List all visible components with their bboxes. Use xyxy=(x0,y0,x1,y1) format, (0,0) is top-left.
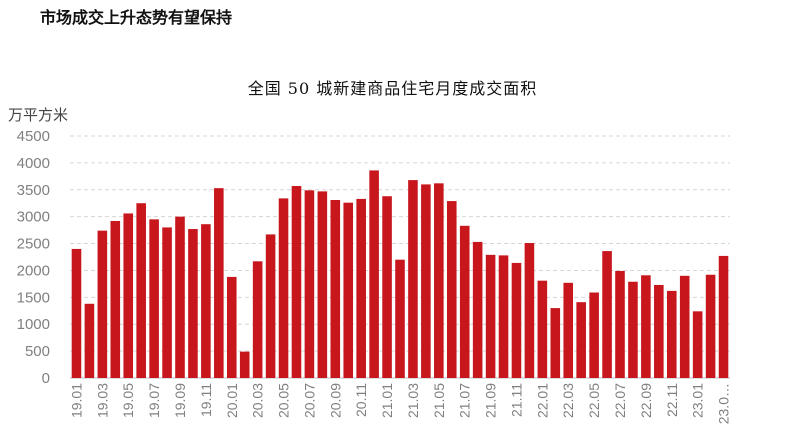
bar xyxy=(330,199,341,378)
bar xyxy=(343,202,354,378)
y-tick-label: 2500 xyxy=(17,236,50,253)
bar xyxy=(239,351,250,378)
x-tick-label: 22.05 xyxy=(586,383,602,418)
x-tick-label: 21.11 xyxy=(508,383,524,417)
bar xyxy=(692,311,703,378)
x-tick-label: 20.07 xyxy=(301,383,317,418)
x-tick-label: 22.01 xyxy=(534,383,550,418)
x-axis-ticks: 19.01 19.03 19.05 19.07 19.09 19.11 20.01 20.03… xyxy=(68,383,731,424)
bar xyxy=(679,275,690,378)
y-tick-label: 0 xyxy=(42,370,50,387)
bar xyxy=(434,183,444,378)
x-tick-label: 20.01 xyxy=(224,383,240,418)
x-tick-label: 19.07 xyxy=(146,383,162,418)
y-tick-label: 4000 xyxy=(17,155,50,172)
x-tick-label: 21.01 xyxy=(379,383,395,418)
bar xyxy=(149,219,159,378)
y-axis-ticks: 0 500 1000 1500 2000 2500 3000 3500 4000 4500 xyxy=(17,128,50,387)
x-tick-label: 21.03 xyxy=(405,383,421,418)
bar xyxy=(408,180,418,378)
y-tick-label: 1000 xyxy=(17,316,50,333)
bar xyxy=(123,213,134,378)
bar xyxy=(188,229,198,378)
x-tick-label: 19.09 xyxy=(172,383,188,418)
bar xyxy=(136,203,146,378)
bar xyxy=(641,275,651,378)
bar xyxy=(265,234,276,378)
bar xyxy=(162,227,172,378)
x-tick-label: 23.0… xyxy=(716,383,732,424)
x-tick-label: 20.03 xyxy=(250,383,266,418)
bars xyxy=(71,170,729,378)
bar xyxy=(718,255,729,378)
bar xyxy=(84,303,95,378)
bar xyxy=(356,198,366,378)
bar xyxy=(524,243,535,378)
bar xyxy=(589,292,599,378)
bar xyxy=(382,196,392,378)
bar xyxy=(576,302,586,378)
bar xyxy=(563,282,574,378)
x-tick-label: 23.01 xyxy=(690,383,706,418)
bar xyxy=(459,225,470,378)
y-tick-label: 500 xyxy=(25,343,50,360)
y-tick-label: 3500 xyxy=(17,182,50,199)
bar xyxy=(395,259,405,378)
bar xyxy=(705,274,716,378)
x-tick-label: 20.09 xyxy=(327,383,343,418)
x-tick-label: 19.05 xyxy=(120,383,136,418)
chart-title: 全国 50 城新建商品住宅月度成交面积 xyxy=(247,79,538,98)
bar xyxy=(615,270,625,378)
bar xyxy=(511,262,522,378)
bar xyxy=(654,284,664,378)
x-tick-label: 22.09 xyxy=(638,383,654,418)
x-tick-label: 22.11 xyxy=(664,383,680,417)
x-tick-label: 20.05 xyxy=(276,383,292,418)
bar xyxy=(71,248,82,378)
bar xyxy=(421,184,431,378)
bar xyxy=(446,201,457,378)
bar xyxy=(278,198,289,378)
bar xyxy=(317,191,328,378)
x-tick-label: 19.11 xyxy=(198,383,214,417)
bar xyxy=(472,241,483,378)
x-tick-label: 21.05 xyxy=(431,383,447,418)
x-tick-label: 19.01 xyxy=(68,383,84,418)
bar xyxy=(214,188,224,378)
y-tick-label: 3000 xyxy=(17,209,50,226)
y-tick-label: 1500 xyxy=(17,289,50,306)
x-tick-label: 22.07 xyxy=(612,383,628,418)
bar xyxy=(291,186,302,378)
page-heading: 市场成交上升态势有望保持 xyxy=(40,8,233,27)
bar xyxy=(369,170,379,378)
x-tick-label: 21.09 xyxy=(483,383,499,418)
bar xyxy=(304,190,315,378)
bar xyxy=(666,290,677,378)
bar xyxy=(110,220,121,378)
bar xyxy=(485,254,496,378)
bar xyxy=(602,251,612,378)
y-tick-label: 2000 xyxy=(17,262,50,279)
y-tick-label: 4500 xyxy=(17,128,50,145)
bar xyxy=(175,216,185,378)
bar xyxy=(226,276,237,378)
bar xyxy=(537,280,548,378)
x-tick-label: 19.03 xyxy=(94,383,110,418)
bar xyxy=(252,261,263,378)
bar xyxy=(97,230,108,378)
x-tick-label: 20.11 xyxy=(353,383,369,417)
x-tick-label: 22.03 xyxy=(560,383,576,418)
bar xyxy=(498,255,509,378)
y-axis-unit-label: 万平方米 xyxy=(8,106,69,124)
x-tick-label: 21.07 xyxy=(457,383,473,418)
bar xyxy=(550,308,561,378)
bar xyxy=(201,224,211,378)
bar xyxy=(628,281,638,378)
